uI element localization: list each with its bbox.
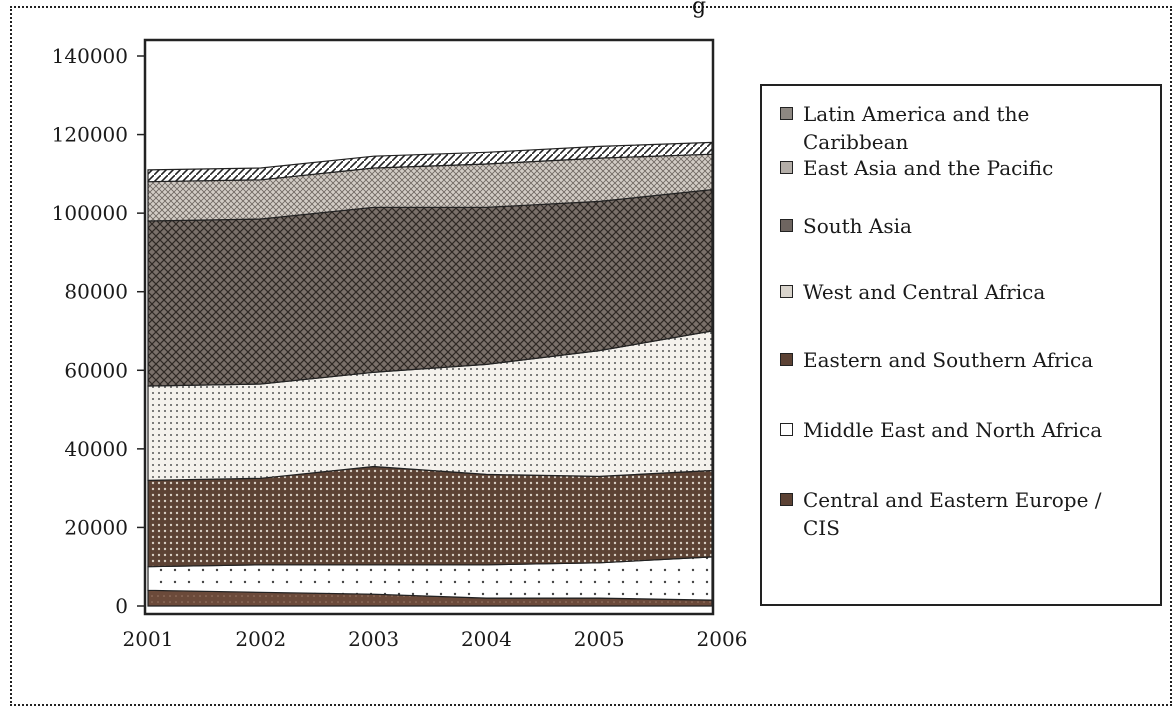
legend-swatch	[780, 493, 793, 506]
legend-label: Middle East and North Africa	[803, 418, 1103, 442]
legend-item: West and Central Africa	[780, 278, 1045, 306]
x-tick-label: 2004	[461, 627, 512, 651]
legend-label: Eastern and Southern Africa	[803, 348, 1094, 372]
legend-item: Central and Eastern Europe / CIS	[780, 486, 1102, 542]
y-tick-label: 0	[115, 594, 128, 618]
x-tick-label: 2005	[574, 627, 625, 651]
legend-swatch	[780, 161, 793, 174]
y-tick-label: 40000	[64, 437, 128, 461]
legend-label: West and Central Africa	[803, 280, 1046, 304]
y-tick-label: 120000	[52, 123, 128, 147]
legend-swatch	[780, 285, 793, 298]
legend-label: Latin America and the Caribbean	[803, 102, 1030, 154]
x-tick-label: 2003	[348, 627, 399, 651]
legend-label: South Asia	[803, 214, 912, 238]
x-tick-label: 2006	[697, 627, 748, 651]
y-tick-label: 140000	[52, 44, 128, 68]
legend-item: Eastern and Southern Africa	[780, 346, 1093, 374]
y-tick-label: 60000	[64, 358, 128, 382]
legend-label: Central and Eastern Europe / CIS	[803, 488, 1102, 540]
legend-item: Middle East and North Africa	[780, 416, 1102, 444]
chart-title-fragment: g	[692, 0, 708, 19]
legend-swatch	[780, 423, 793, 436]
legend-item: East Asia and the Pacific	[780, 154, 1053, 182]
x-tick-label: 2001	[123, 627, 174, 651]
y-tick-label: 100000	[52, 201, 128, 225]
y-tick-label: 20000	[64, 515, 128, 539]
area-series-3	[147, 465, 713, 568]
y-tick-label: 80000	[64, 280, 128, 304]
legend-swatch	[780, 107, 793, 120]
legend-item: Latin America and the Caribbean	[780, 100, 1029, 156]
legend: Latin America and the Caribbean East Asia…	[760, 84, 1162, 606]
legend-label: East Asia and the Pacific	[803, 156, 1054, 180]
stacked-area-chart: 020000400006000080000100000120000140000 …	[52, 38, 748, 651]
plot-area-border	[143, 38, 715, 616]
legend-swatch	[780, 219, 793, 232]
x-tick-label: 2002	[235, 627, 286, 651]
legend-swatch	[780, 353, 793, 366]
legend-item: South Asia	[780, 212, 912, 240]
